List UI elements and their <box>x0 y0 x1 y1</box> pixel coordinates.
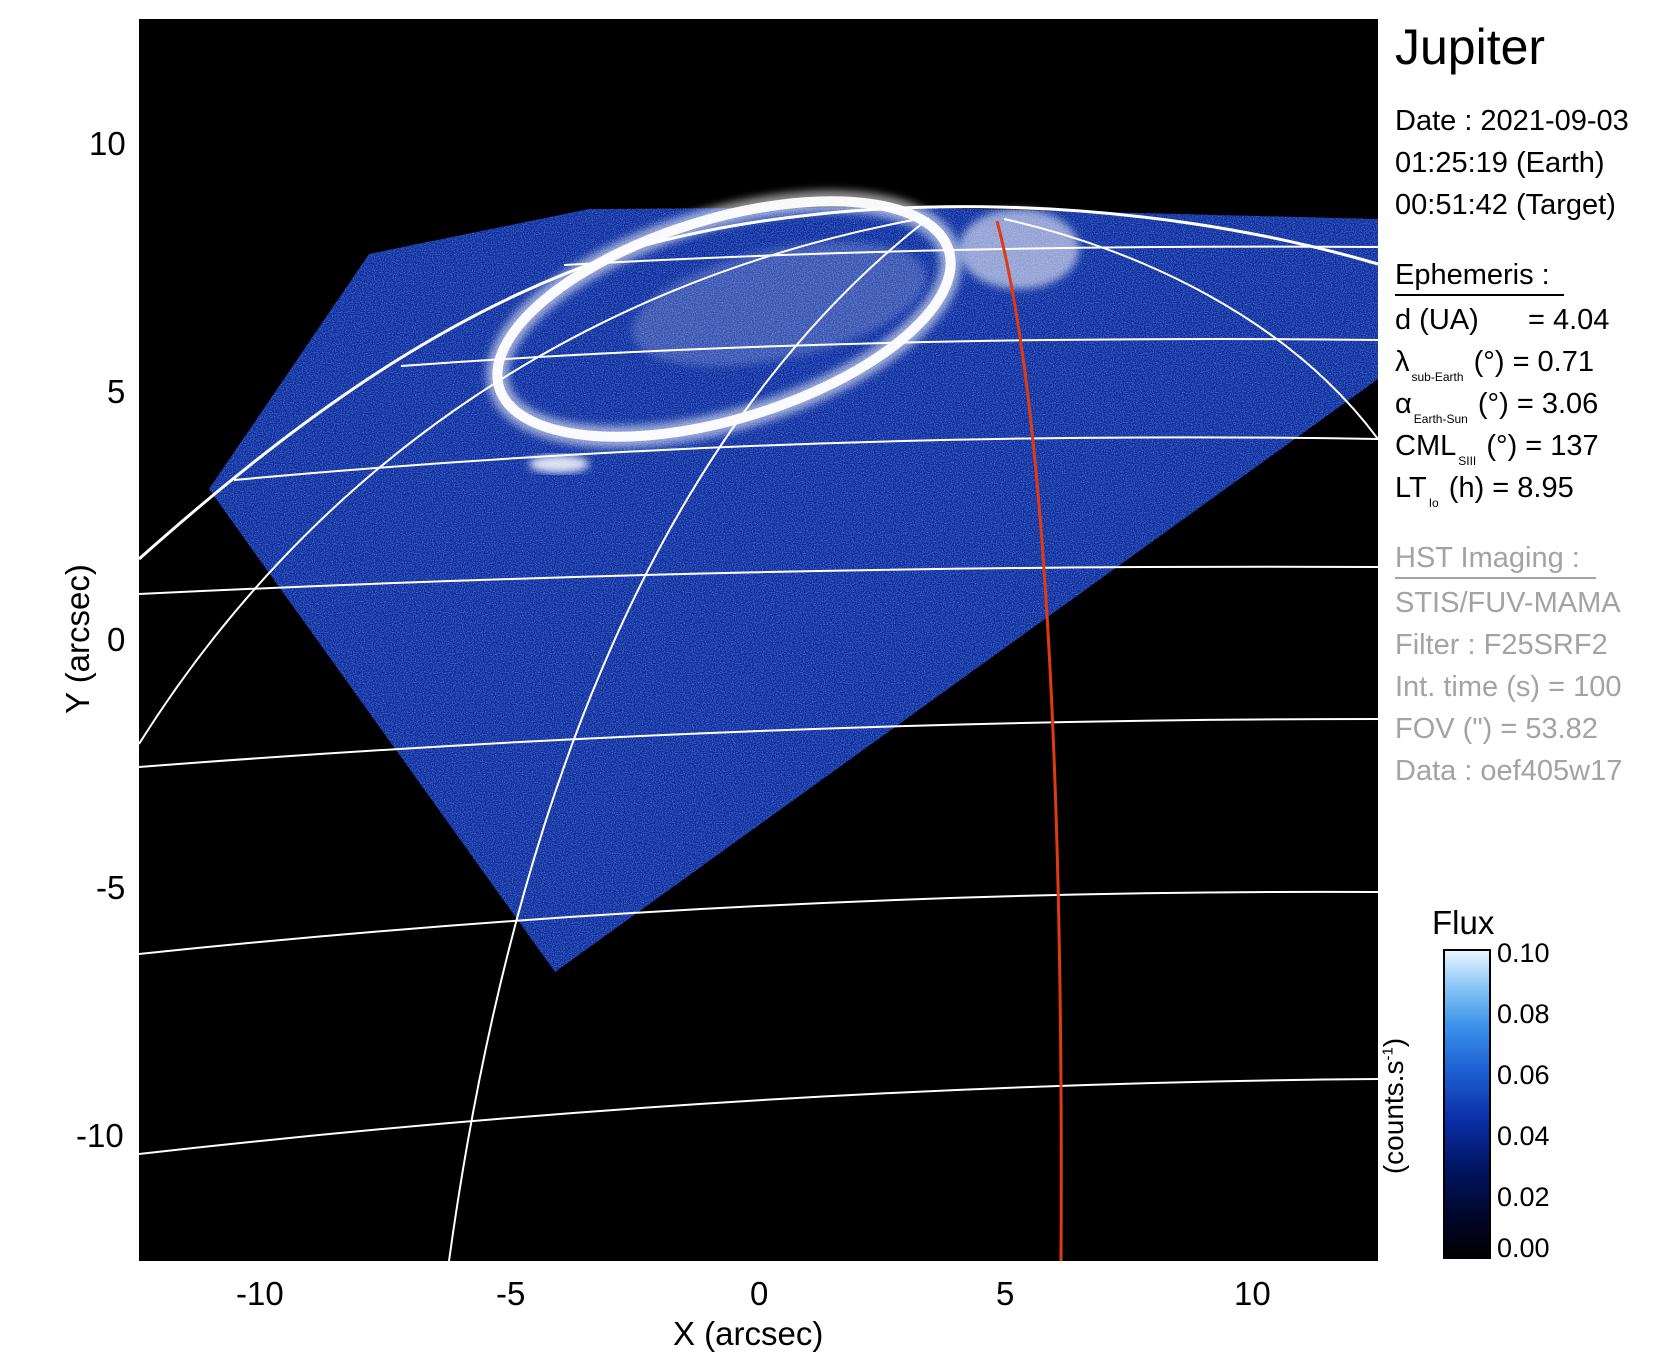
x-tick-label: 10 <box>1234 1275 1271 1312</box>
earth-time-text: 01:25:19 (Earth) <box>1395 147 1605 179</box>
auroral-image <box>139 19 1378 1261</box>
colorbar-unit-exponent: -1 <box>1379 1047 1397 1061</box>
auroral-image-svg <box>139 190 1378 1261</box>
colorbar-title: Flux <box>1432 904 1495 941</box>
x-tick-label: -5 <box>496 1275 526 1312</box>
colorbar-tick-label: 0.08 <box>1497 999 1550 1029</box>
ephemeris-underline <box>1395 294 1564 296</box>
lt-subscript: Io <box>1428 496 1439 510</box>
colorbar-tick-label: 0.00 <box>1497 1233 1550 1263</box>
cml-value: (°) = 137 <box>1486 430 1599 462</box>
lambda-symbol: λ <box>1395 346 1410 378</box>
latitude-line <box>139 1078 1378 1155</box>
io-local-time-row: LT Io (h) = 8.95 <box>1395 472 1574 510</box>
x-tick-label: 0 <box>750 1275 769 1312</box>
lambda-value: (°) = 0.71 <box>1473 346 1594 378</box>
latitude-line <box>139 890 1378 955</box>
cml-label: CML <box>1395 430 1457 462</box>
latitude-line <box>233 436 1378 481</box>
cml-subscript: SIII <box>1458 454 1477 468</box>
colorbar-tick-label: 0.02 <box>1497 1182 1550 1212</box>
latitude-line <box>139 718 1378 768</box>
alpha-symbol: α <box>1395 388 1412 420</box>
y-tick-label: -10 <box>76 1117 124 1154</box>
lt-label: LT <box>1395 472 1427 504</box>
cml-row: CML SIII (°) = 137 <box>1395 430 1599 468</box>
alpha-value: (°) = 3.06 <box>1477 388 1599 420</box>
longitude-line <box>139 217 925 745</box>
colorbar-unit-close: ) <box>1378 1037 1409 1048</box>
hst-heading: HST Imaging : <box>1395 542 1580 574</box>
target-title: Jupiter <box>1395 19 1546 75</box>
lt-value: (h) = 8.95 <box>1448 472 1574 504</box>
y-axis-title: Y (arcsec) <box>59 564 96 714</box>
colorbar-tick-label: 0.06 <box>1497 1060 1550 1090</box>
lambda-subscript: sub-Earth <box>1411 370 1464 384</box>
instrument-text: STIS/FUV-MAMA <box>1395 587 1621 619</box>
y-tick-label: 5 <box>107 373 126 410</box>
target-time-text: 00:51:42 (Target) <box>1395 189 1616 221</box>
distance-value: = 4.04 <box>1528 304 1610 336</box>
x-tick-label: -10 <box>236 1275 284 1312</box>
io-footprint-trace <box>995 220 1063 1261</box>
longitude-line <box>1003 218 1378 440</box>
date-text: Date : 2021-09-03 <box>1395 105 1629 137</box>
latitude-line <box>400 338 1378 367</box>
hst-underline <box>1395 577 1596 579</box>
alpha-subscript: Earth-Sun <box>1413 412 1468 426</box>
colorbar-tick-label: 0.04 <box>1497 1121 1550 1151</box>
colorbar-unit: (counts.s-1) <box>1378 996 1410 1216</box>
phase-angle-row: α Earth-Sun (°) = 3.06 <box>1395 388 1599 426</box>
x-tick-label: 5 <box>996 1275 1015 1312</box>
integration-time-text: Int. time (s) = 100 <box>1395 671 1622 703</box>
distance-label: d (UA) <box>1395 304 1479 336</box>
fov-text: FOV (") = 53.82 <box>1395 713 1598 745</box>
longitude-line <box>448 217 930 1261</box>
sub-earth-latitude-row: λ sub-Earth (°) = 0.71 <box>1395 346 1594 384</box>
latitude-line <box>563 245 1378 266</box>
distance-row: d (UA) = 4.04 <box>1395 304 1609 336</box>
y-tick-label: -5 <box>96 869 126 906</box>
ephemeris-heading: Ephemeris : <box>1395 259 1550 291</box>
dataset-text: Data : oef405w17 <box>1395 755 1623 787</box>
colorbar-tick-label: 0.10 <box>1497 938 1550 968</box>
y-tick-label: 10 <box>89 125 126 162</box>
x-axis-title: X (arcsec) <box>673 1315 824 1352</box>
limb-line <box>139 205 1378 561</box>
lat-lon-grid <box>139 205 1378 1261</box>
colorbar-unit-text: (counts.s <box>1378 1060 1409 1175</box>
y-tick-label: 0 <box>107 621 126 658</box>
latitude-line <box>139 565 1378 595</box>
filter-text: Filter : F25SRF2 <box>1395 629 1608 661</box>
colorbar <box>1443 949 1491 1259</box>
